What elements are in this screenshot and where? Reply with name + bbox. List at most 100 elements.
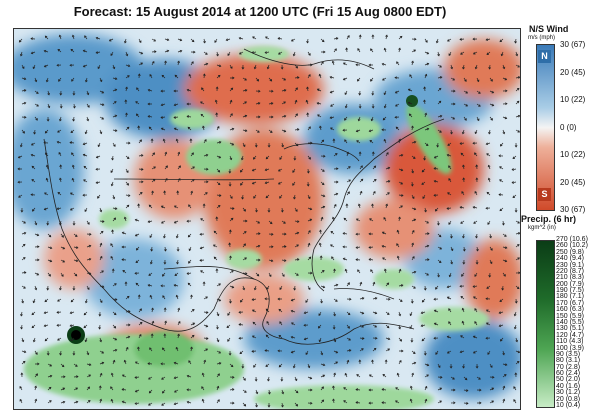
wind-arrow <box>216 350 222 354</box>
wind-vectors <box>17 34 520 408</box>
wind-arrow <box>435 350 439 355</box>
wind-arrow <box>161 272 166 277</box>
wind-arrow <box>398 284 404 287</box>
wind-arrow <box>333 153 338 157</box>
wind-arrow <box>487 164 491 170</box>
wind-arrow <box>359 311 365 315</box>
wind-arrow <box>228 229 232 235</box>
precip-tick-label: 130 (5.1) <box>556 325 585 333</box>
wind-arrow <box>355 401 361 405</box>
wind-arrow <box>216 361 222 365</box>
wind-arrow <box>110 386 114 391</box>
wind-arrow <box>149 294 153 300</box>
wind-arrow <box>216 74 221 79</box>
wind-arrow <box>123 359 127 365</box>
wind-arrow <box>307 271 313 275</box>
wind-arrow <box>277 297 282 301</box>
wind-arrow <box>229 217 234 222</box>
wind-arrow <box>32 64 36 70</box>
wind-arrow <box>177 178 181 183</box>
wind-arrow <box>358 34 362 40</box>
wind-arrow <box>228 350 232 356</box>
wind-arrow <box>346 337 351 341</box>
wind-arrow <box>47 233 52 238</box>
wind-arrow <box>485 297 491 301</box>
wind-arrow <box>251 181 257 185</box>
wind-arrow <box>112 359 116 365</box>
wind-arrow <box>446 335 452 339</box>
wind-arrow <box>186 400 192 404</box>
wind-arrow <box>398 324 402 330</box>
wind-arrow <box>46 285 50 291</box>
wind-arrow <box>421 181 426 185</box>
wind-arrow <box>515 220 520 224</box>
wind-arrow <box>395 103 400 107</box>
wind-arrow <box>71 177 75 183</box>
wind-arrow <box>476 388 482 392</box>
wind-arrow <box>229 64 233 69</box>
wind-arrow <box>125 141 131 145</box>
wind-arrow <box>97 64 101 70</box>
wind-arrow <box>60 375 66 379</box>
wind-arrow <box>56 310 62 314</box>
wind-arrow <box>514 372 518 378</box>
wind-arrow <box>46 350 50 356</box>
wind-arrow <box>31 324 36 329</box>
wind-arrow <box>450 401 456 405</box>
wind-arrow <box>305 298 309 303</box>
wind-arrow <box>422 194 426 200</box>
wind-arrow <box>319 255 323 261</box>
wind-arrow <box>47 103 51 109</box>
wind-arrow <box>267 403 271 408</box>
wind-arrow <box>411 256 415 261</box>
wind-arrow <box>329 116 335 120</box>
wind-arrow <box>281 129 287 133</box>
wind-arrow <box>515 244 520 248</box>
wind-arrow <box>225 38 231 42</box>
wind-arrow <box>424 127 430 131</box>
wind-arrow <box>306 86 309 92</box>
wind-arrow <box>368 374 374 378</box>
wind-arrow <box>345 47 349 53</box>
wind-arrow <box>82 64 88 68</box>
wind-arrow <box>151 60 155 66</box>
wind-arrow <box>148 376 153 380</box>
wind-arrow <box>332 324 336 330</box>
wind-arrow <box>421 337 426 342</box>
wind-arrow <box>320 399 325 404</box>
wind-arrow <box>359 348 364 352</box>
wind-arrow <box>253 194 257 199</box>
wind-arrow <box>333 268 336 274</box>
wind-arrow <box>320 298 323 304</box>
wind-arrow <box>394 115 400 119</box>
wind-arrow <box>489 77 493 82</box>
wind-arrow <box>515 100 520 105</box>
wind-arrow <box>318 311 322 317</box>
wind-arrow <box>279 285 283 291</box>
wind-arrow <box>448 308 452 313</box>
wind-arrow <box>31 311 36 316</box>
wind-arrow <box>450 246 454 252</box>
wind-arrow <box>34 362 40 366</box>
forecast-map[interactable] <box>13 28 521 410</box>
wind-arrow <box>251 168 257 172</box>
wind-arrow <box>433 297 439 301</box>
wind-arrow <box>213 256 218 261</box>
wind-arrow <box>265 194 270 199</box>
wind-arrow <box>99 361 105 365</box>
wind-arrow <box>121 231 127 235</box>
wind-arrow <box>268 245 274 249</box>
wind-arrow <box>320 386 324 391</box>
wind-arrow <box>368 129 374 133</box>
wind-arrow <box>134 218 140 222</box>
wind-arrow <box>281 232 287 236</box>
wind-arrow <box>216 51 219 57</box>
wind-arrow <box>346 151 350 157</box>
wind-arrow <box>398 216 401 222</box>
wind-arrow <box>463 401 469 405</box>
wind-arrow <box>242 402 247 407</box>
wind-arrow <box>515 361 520 365</box>
wind-arrow <box>424 51 430 55</box>
wind-arrow <box>356 140 361 144</box>
wind-arrow <box>307 63 313 67</box>
